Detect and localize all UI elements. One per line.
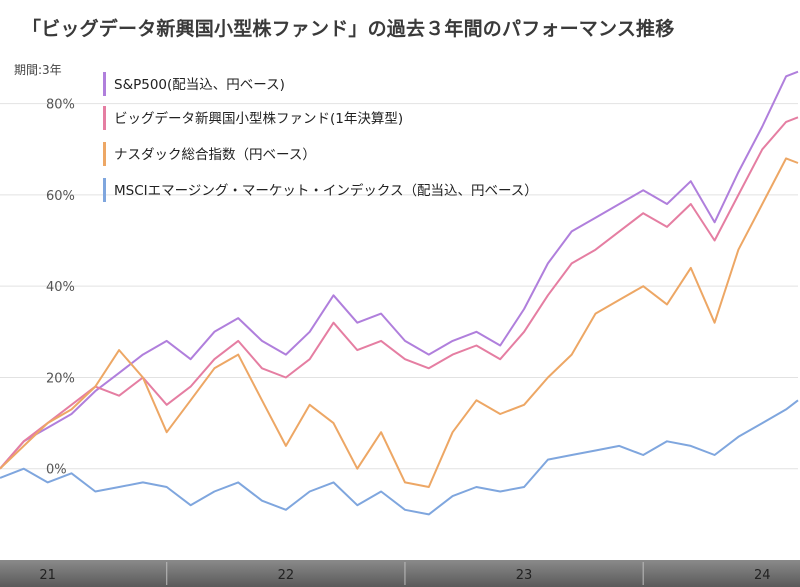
series-line-bigdata — [0, 116, 799, 470]
legend-label-msci: MSCIエマージング・マーケット・インデックス（配当込、円ベース） — [114, 182, 538, 199]
y-tick-label: 80% — [46, 98, 75, 113]
y-tick-label: 20% — [46, 371, 75, 386]
x-tick-label: 21 — [39, 568, 56, 583]
x-axis-band: 21 22 23 24 — [0, 560, 800, 587]
y-tick-label: 60% — [46, 189, 75, 204]
legend-label-sp500: S&P500(配当込、円ベース) — [114, 77, 285, 93]
performance-chart: 21 22 23 24 0% 20% 40% 60% 80% S&P500(配当込、円ベース)… — [0, 63, 800, 587]
series-line-nasdaq — [0, 157, 799, 488]
x-tick-label: 22 — [278, 568, 295, 583]
legend-label-bigdata: ビッグデータ新興国小型株ファンド(1年決算型) — [114, 110, 403, 127]
y-axis-ticks: 0% 20% 40% 60% 80% — [46, 98, 75, 478]
x-axis-band-bg — [0, 560, 800, 587]
legend-swatch-msci — [103, 178, 106, 202]
legend-swatch-bigdata — [103, 106, 106, 130]
legend: S&P500(配当込、円ベース) ビッグデータ新興国小型株ファンド(1年決算型) ナ… — [103, 72, 538, 202]
legend-swatch-nasdaq — [103, 142, 106, 166]
legend-swatch-sp500 — [103, 72, 106, 96]
legend-label-nasdaq: ナスダック総合指数（円ベース） — [114, 147, 316, 163]
page-title: 「ビッグデータ新興国小型株ファンド」の過去３年間のパフォーマンス推移 — [22, 18, 675, 40]
x-tick-label: 23 — [516, 568, 533, 583]
series-line-sp500 — [0, 70, 799, 470]
series-line-msci — [0, 399, 799, 516]
y-tick-label: 0% — [46, 463, 67, 478]
series-lines — [0, 70, 799, 516]
y-tick-label: 40% — [46, 280, 75, 295]
period-label: 期間:3年 — [14, 63, 62, 77]
grid-lines — [0, 103, 798, 470]
x-tick-label: 24 — [754, 568, 771, 583]
